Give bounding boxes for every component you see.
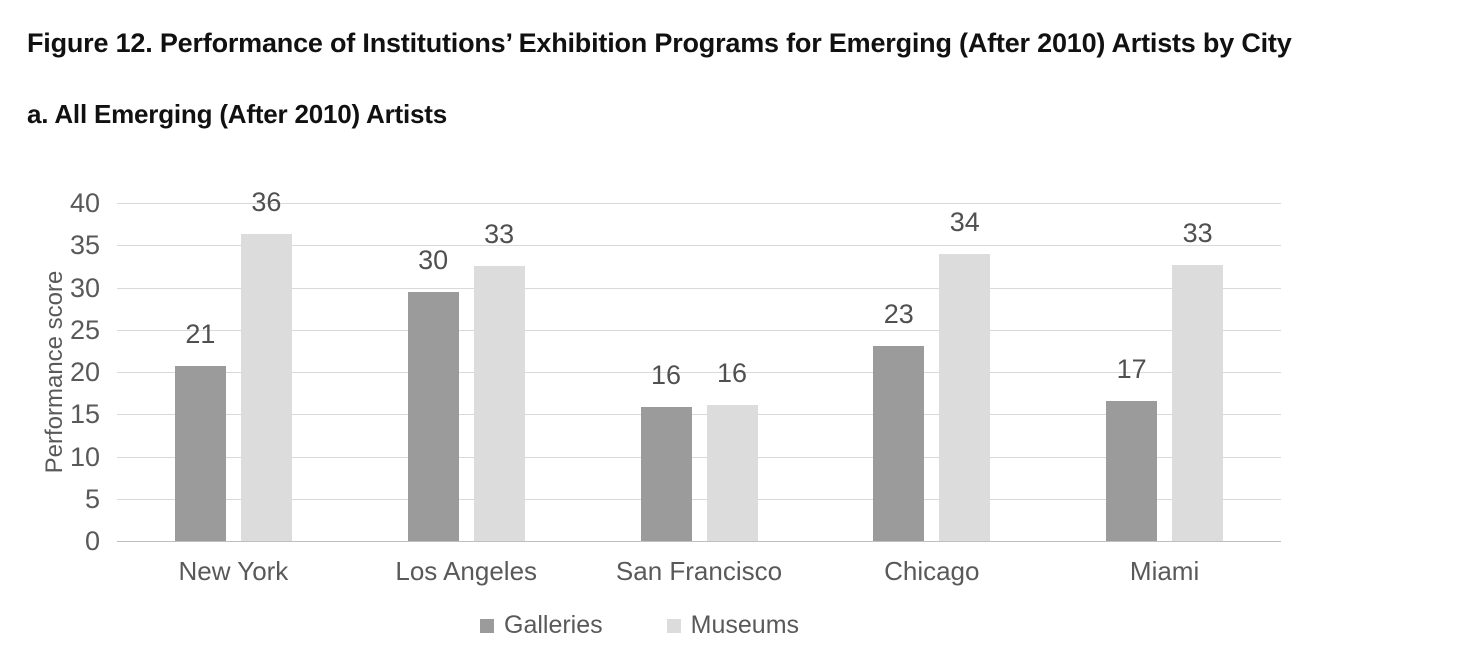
bar-value-label-museums-san-francisco: 16 xyxy=(716,357,748,388)
gridline xyxy=(117,414,1281,416)
gridline xyxy=(117,498,1281,500)
y-axis-tick-label: 30 xyxy=(69,272,100,303)
y-axis-tick-label: 15 xyxy=(69,399,100,430)
x-axis-category-label: San Francisco xyxy=(615,556,783,586)
bar-value-label-galleries-los-angeles: 30 xyxy=(418,244,449,275)
y-axis-tick-label: 35 xyxy=(69,230,100,261)
bar-museums-san-francisco xyxy=(706,404,758,541)
bar-value-label-museums-chicago: 34 xyxy=(949,206,980,237)
museums-color-swatch-icon xyxy=(666,618,681,633)
gridline xyxy=(117,203,1281,204)
bar-value-label-galleries-miami: 17 xyxy=(1116,353,1147,384)
gridline xyxy=(117,245,1281,247)
figure-title: Figure 12. Performance of Institutions’ … xyxy=(27,28,1292,58)
bar-galleries-san-francisco xyxy=(640,406,692,541)
x-axis-category-label: New York xyxy=(178,556,289,586)
x-axis-category-label: Los Angeles xyxy=(395,556,538,586)
y-axis-tick-label: 40 xyxy=(69,188,100,218)
y-axis-tick-label: 25 xyxy=(69,314,100,345)
bar-value-label-museums-miami: 33 xyxy=(1182,217,1213,248)
y-axis-tick-label: 20 xyxy=(69,357,100,387)
bar-museums-chicago xyxy=(939,253,991,541)
bar-value-label-galleries-san-francisco: 16 xyxy=(650,359,682,390)
legend-item-museums: Museums xyxy=(666,611,800,640)
bar-value-label-museums-los-angeles: 33 xyxy=(484,219,515,250)
bar-value-label-museums-new-york: 36 xyxy=(251,187,282,218)
gridline xyxy=(117,372,1281,373)
x-axis-category-label: Chicago xyxy=(884,556,980,586)
bar-galleries-los-angeles xyxy=(407,291,459,541)
y-axis-tick-label: 0 xyxy=(84,526,100,556)
bar-value-label-galleries-chicago: 23 xyxy=(883,298,914,329)
legend-item-galleries: Galleries xyxy=(480,611,603,640)
bar-galleries-miami xyxy=(1106,400,1158,541)
chart-legend: Galleries Museums xyxy=(480,611,799,640)
gridline xyxy=(117,287,1281,289)
figure-subtitle: a. All Emerging (After 2010) Artists xyxy=(27,99,447,129)
bar-galleries-new-york xyxy=(174,366,226,541)
bar-value-label-galleries-new-york: 21 xyxy=(185,319,216,350)
x-axis-line xyxy=(117,541,1281,542)
gridline xyxy=(117,456,1281,458)
bar-museums-los-angeles xyxy=(473,266,525,541)
legend-label-museums: Museums xyxy=(690,611,800,639)
bar-museums-new-york xyxy=(240,234,292,541)
x-axis-category-label: Miami xyxy=(1129,556,1200,586)
y-axis-tick-label: 10 xyxy=(69,441,100,472)
galleries-color-swatch-icon xyxy=(480,618,494,633)
bar-galleries-chicago xyxy=(873,345,925,541)
legend-label-galleries: Galleries xyxy=(504,611,603,639)
bar-museums-miami xyxy=(1172,264,1224,541)
gridline xyxy=(117,329,1281,331)
y-axis-tick-label: 5 xyxy=(84,483,100,514)
